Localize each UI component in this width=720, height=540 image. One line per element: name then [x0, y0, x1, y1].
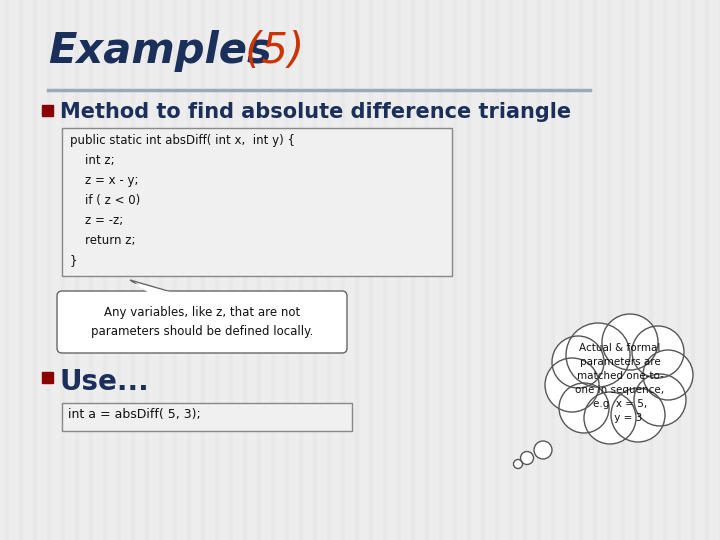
Circle shape: [634, 374, 686, 426]
Text: z = x - y;: z = x - y;: [70, 174, 138, 187]
Text: int z;: int z;: [70, 154, 114, 167]
Text: }: }: [70, 254, 78, 267]
Circle shape: [643, 350, 693, 400]
Text: z = -z;: z = -z;: [70, 214, 123, 227]
Circle shape: [611, 388, 665, 442]
Circle shape: [602, 314, 658, 370]
Text: return z;: return z;: [70, 234, 135, 247]
Circle shape: [521, 451, 534, 464]
Polygon shape: [132, 283, 183, 295]
Text: int a = absDiff( 5, 3);: int a = absDiff( 5, 3);: [68, 408, 201, 421]
Text: Method to find absolute difference triangle: Method to find absolute difference trian…: [60, 102, 571, 122]
FancyBboxPatch shape: [62, 128, 452, 276]
Circle shape: [632, 326, 684, 378]
Polygon shape: [130, 280, 185, 296]
Text: Use...: Use...: [60, 368, 150, 396]
Circle shape: [513, 460, 523, 469]
Circle shape: [584, 392, 636, 444]
Text: public static int absDiff( int x,  int y) {: public static int absDiff( int x, int y)…: [70, 134, 295, 147]
Text: (5): (5): [232, 30, 305, 72]
Text: Actual & formal
parameters are
matched one-to-
one in sequence,
e.g  x = 5,
    : Actual & formal parameters are matched o…: [575, 343, 665, 423]
FancyBboxPatch shape: [62, 403, 352, 431]
Circle shape: [552, 336, 604, 388]
Circle shape: [534, 441, 552, 459]
Bar: [42, 372, 53, 383]
Circle shape: [566, 323, 630, 387]
Circle shape: [559, 383, 609, 433]
Text: if ( z < 0): if ( z < 0): [70, 194, 140, 207]
Circle shape: [572, 335, 668, 431]
Bar: [42, 105, 53, 116]
FancyBboxPatch shape: [57, 291, 347, 353]
Circle shape: [545, 358, 599, 412]
Text: Examples: Examples: [48, 30, 271, 72]
Text: Any variables, like z, that are not
parameters should be defined locally.: Any variables, like z, that are not para…: [91, 306, 313, 338]
